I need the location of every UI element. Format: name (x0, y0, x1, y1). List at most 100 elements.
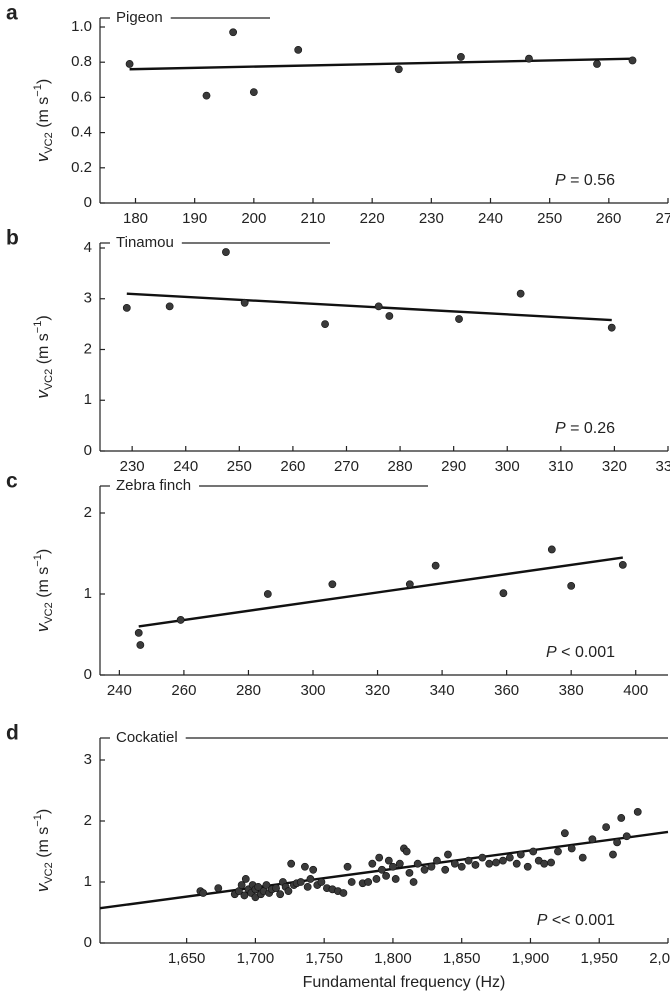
x-tick-label: 190 (182, 210, 207, 227)
data-point (176, 616, 185, 624)
y-tick-label: 2 (84, 504, 92, 521)
x-tick-label: 250 (227, 458, 252, 475)
p-value: P < 0.001 (546, 644, 615, 661)
data-point (405, 580, 414, 589)
x-tick-label: 320 (602, 458, 627, 475)
data-point (420, 865, 429, 874)
panel-letter: d (6, 722, 19, 745)
data-point (384, 856, 393, 865)
data-point (499, 589, 508, 598)
data-point (165, 302, 174, 311)
data-point (607, 323, 616, 332)
x-tick-label: 260 (280, 458, 305, 475)
y-axis-label-part: (m s (35, 333, 52, 369)
data-point (328, 580, 337, 589)
data-point (505, 853, 514, 862)
y-axis-label-part: v (33, 389, 52, 399)
data-point (240, 891, 249, 900)
y-axis-label-part: ) (35, 79, 52, 84)
y-axis-label-part: VC2 (43, 602, 55, 623)
data-point (339, 889, 348, 897)
x-tick-label: 260 (171, 682, 196, 699)
data-point (464, 856, 473, 865)
fit-line (138, 556, 623, 628)
y-axis-label: vVC2 (m s−1) (32, 809, 55, 892)
data-point (343, 862, 352, 871)
x-tick-label: 300 (300, 682, 325, 699)
x-tick-label: 340 (430, 682, 455, 699)
p-text: = 0.56 (566, 172, 615, 189)
x-tick-label: 290 (441, 458, 466, 475)
y-tick-label: 0.2 (71, 159, 92, 176)
data-point (457, 53, 465, 61)
data-point (567, 844, 576, 853)
y-tick-label: 0.6 (71, 88, 92, 105)
p-symbol: P (555, 420, 566, 437)
data-point (199, 889, 208, 897)
data-point (374, 302, 383, 311)
x-tick-label: 310 (548, 458, 573, 475)
y-axis-label-part: VC2 (43, 862, 55, 883)
data-point (405, 868, 414, 877)
x-tick-label: 220 (360, 210, 385, 227)
data-point (622, 832, 631, 841)
x-tick-label: 210 (300, 210, 325, 227)
y-axis-label-part: v (33, 882, 52, 892)
data-point (516, 850, 525, 859)
data-point (306, 875, 315, 883)
data-point (633, 807, 642, 816)
data-point (457, 862, 466, 871)
data-point (455, 315, 463, 323)
y-axis-label-part: v (33, 152, 52, 162)
y-tick-label: 4 (84, 239, 92, 256)
x-tick-label: 1,700 (237, 950, 275, 967)
data-point (618, 560, 627, 569)
data-point (202, 91, 211, 100)
y-axis-label-part: (m s (35, 827, 52, 863)
panel-title: Pigeon (116, 9, 163, 26)
x-tick-label: 250 (537, 210, 562, 227)
data-point (529, 847, 538, 856)
data-point (296, 878, 305, 886)
data-point (309, 865, 318, 874)
x-tick-label: 240 (478, 210, 503, 227)
data-point (413, 859, 422, 868)
data-point (567, 582, 576, 590)
p-symbol: P (555, 172, 566, 189)
y-tick-label: 1 (84, 391, 92, 408)
x-tick-label: 1,750 (305, 950, 343, 967)
data-point (214, 884, 223, 892)
y-tick-label: 0 (84, 194, 92, 211)
x-tick-label: 260 (596, 210, 621, 227)
y-axis-label-part: −1 (32, 321, 44, 334)
data-point (540, 859, 549, 868)
panel-letter: a (6, 2, 18, 25)
data-point (602, 823, 611, 831)
x-tick-label: 180 (123, 210, 148, 227)
p-value: P = 0.56 (555, 172, 615, 189)
data-point (485, 859, 494, 868)
data-point (287, 859, 296, 868)
x-tick-label: 240 (173, 458, 198, 475)
x-tick-label: 300 (495, 458, 520, 475)
y-tick-label: 0 (84, 934, 92, 951)
y-tick-label: 1.0 (71, 18, 92, 35)
p-symbol: P (546, 644, 557, 661)
data-point (431, 561, 440, 570)
data-point (523, 862, 532, 871)
data-point (516, 289, 525, 298)
data-point (375, 853, 384, 862)
y-axis-label: vVC2 (m s−1) (32, 315, 55, 398)
data-point (294, 45, 303, 54)
data-point (525, 54, 533, 63)
x-tick-label: 280 (236, 682, 261, 699)
data-point (617, 814, 626, 822)
y-tick-label: 1 (84, 585, 92, 602)
y-axis-label: vVC2 (m s−1) (32, 79, 55, 162)
p-symbol: P (537, 912, 548, 929)
x-tick-label: 360 (494, 682, 519, 699)
data-point (492, 858, 500, 867)
data-point (249, 88, 258, 97)
data-point (441, 865, 450, 874)
data-point (276, 890, 285, 899)
